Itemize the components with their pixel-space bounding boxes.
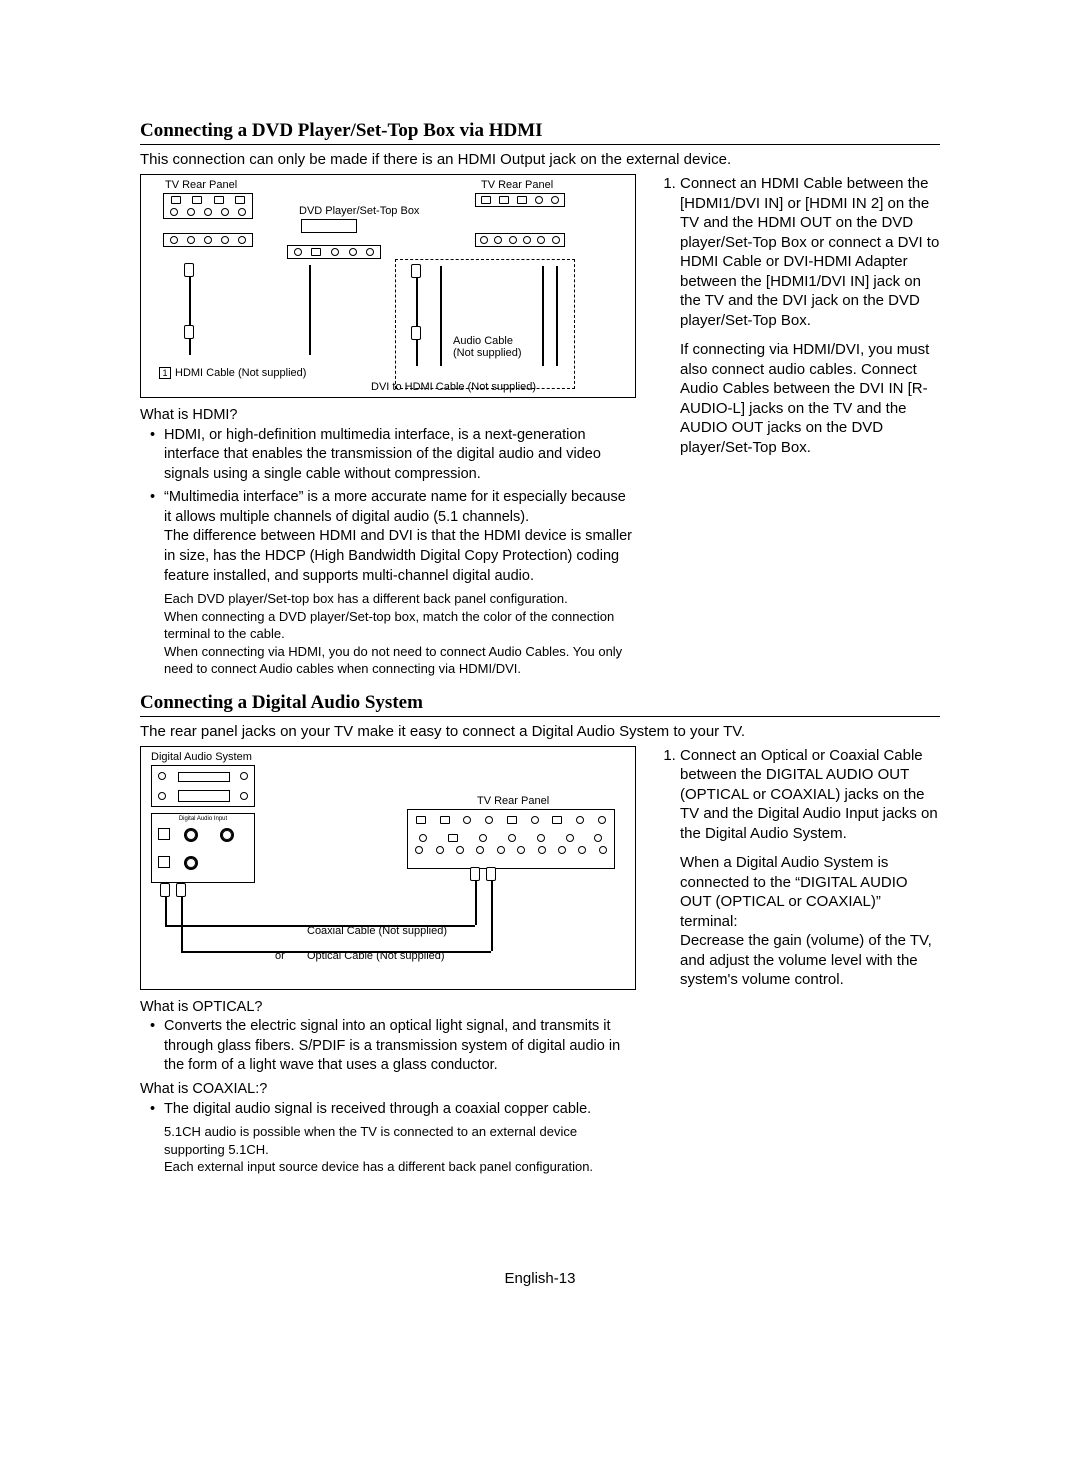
label-coax-cable: Coaxial Cable (Not supplied) [307, 925, 447, 937]
page-content: Connecting a DVD Player/Set-Top Box via … [140, 120, 940, 1176]
section-hdmi: Connecting a DVD Player/Set-Top Box via … [140, 120, 940, 678]
what-hdmi-item-1: HDMI, or high-definition multimedia inte… [150, 426, 636, 485]
what-coaxial-item-1: The digital audio signal is received thr… [150, 1100, 636, 1120]
label-dvd-box: DVD Player/Set-Top Box [299, 205, 419, 217]
label-tv-rear-right: TV Rear Panel [481, 179, 553, 191]
section-digital-audio: Connecting a Digital Audio System The re… [140, 692, 940, 1176]
steps-hdmi: Connect an HDMI Cable between the [HDMI1… [658, 174, 940, 678]
what-is-hdmi: What is HDMI? HDMI, or high-definition m… [140, 406, 636, 586]
note-hdmi-3: When connecting via HDMI, you do not nee… [164, 643, 636, 678]
tv-rear-panel-glyph [407, 809, 615, 869]
note-audio-1: 5.1CH audio is possible when the TV is c… [164, 1123, 636, 1158]
steps-audio: Connect an Optical or Coaxial Cable betw… [658, 746, 940, 1176]
label-hdmi-num: 1 [159, 367, 171, 379]
note-hdmi-2: When connecting a DVD player/Set-top box… [164, 608, 636, 643]
step-audio-1b: When a Digital Audio System is connected… [680, 853, 940, 990]
label-optical-cable: Optical Cable (Not supplied) [307, 950, 445, 962]
audio-system-glyph [151, 765, 255, 807]
diagram-audio: Digital Audio System TV Rear Panel Digit… [140, 746, 636, 990]
audio-inputs-glyph: Digital Audio Input [151, 813, 255, 883]
section-title-hdmi: Connecting a DVD Player/Set-Top Box via … [140, 120, 940, 145]
label-das: Digital Audio System [151, 751, 252, 763]
label-hdmi-cable: 1HDMI Cable (Not supplied) [159, 367, 306, 379]
diagram-hdmi: TV Rear Panel TV Rear Panel DVD Player/S… [140, 174, 636, 398]
step-hdmi-1b: If connecting via HDMI/DVI, you must als… [680, 340, 940, 457]
section-title-audio: Connecting a Digital Audio System [140, 692, 940, 717]
what-optical-item-1: Converts the electric signal into an opt… [150, 1017, 636, 1076]
label-or: or [275, 950, 285, 962]
intro-audio: The rear panel jacks on your TV make it … [140, 723, 940, 740]
notes-audio: 5.1CH audio is possible when the TV is c… [140, 1123, 636, 1176]
what-hdmi-item-2: “Multimedia interface” is a more accurat… [150, 488, 636, 586]
intro-hdmi: This connection can only be made if ther… [140, 151, 940, 168]
what-coaxial-title: What is COAXIAL:? [140, 1080, 636, 1100]
step-audio-1: Connect an Optical or Coaxial Cable betw… [680, 747, 938, 842]
what-is-optical: What is OPTICAL? Converts the electric s… [140, 998, 636, 1119]
note-hdmi-1: Each DVD player/Set-top box has a differ… [164, 590, 636, 608]
label-dvi-hdmi-cable: DVI to HDMI Cable (Not supplied) [371, 381, 536, 393]
label-tv-rear-left: TV Rear Panel [165, 179, 237, 191]
notes-hdmi: Each DVD player/Set-top box has a differ… [140, 590, 636, 678]
note-audio-2: Each external input source device has a … [164, 1158, 636, 1176]
page-number: English-13 [140, 1270, 940, 1287]
label-audio-cable: Audio Cable(Not supplied) [453, 335, 521, 359]
what-hdmi-title: What is HDMI? [140, 406, 636, 426]
step-hdmi-1: Connect an HDMI Cable between the [HDMI1… [680, 175, 939, 329]
label-tv-rear-audio: TV Rear Panel [477, 795, 549, 807]
what-optical-title: What is OPTICAL? [140, 998, 636, 1018]
